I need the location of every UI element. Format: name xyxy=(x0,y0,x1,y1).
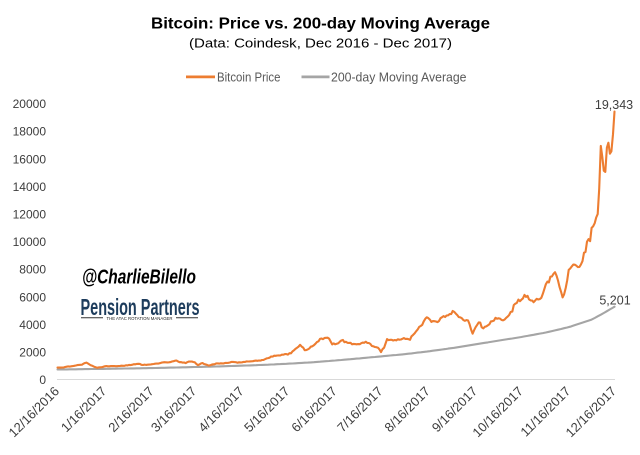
svg-text:4000: 4000 xyxy=(19,318,46,332)
svg-text:2000: 2000 xyxy=(19,346,46,360)
svg-text:Bitcoin Price: Bitcoin Price xyxy=(217,70,281,85)
svg-text:8000: 8000 xyxy=(19,263,46,277)
svg-text:6000: 6000 xyxy=(19,290,46,304)
svg-text:12000: 12000 xyxy=(13,208,47,222)
svg-text:@CharlieBilello: @CharlieBilello xyxy=(82,267,196,289)
svg-text:5,201: 5,201 xyxy=(599,294,630,308)
svg-text:200-day Moving Average: 200-day Moving Average xyxy=(331,70,467,85)
svg-text:Pension Partners: Pension Partners xyxy=(81,294,200,320)
svg-text:20000: 20000 xyxy=(13,97,47,111)
svg-text:18000: 18000 xyxy=(13,125,47,139)
svg-text:Bitcoin: Price vs. 200-day Mov: Bitcoin: Price vs. 200-day Moving Averag… xyxy=(151,15,490,32)
svg-text:0: 0 xyxy=(39,373,46,387)
svg-text:THE ATAC ROTATION MANAGER: THE ATAC ROTATION MANAGER xyxy=(107,316,173,322)
svg-text:14000: 14000 xyxy=(13,180,47,194)
svg-text:16000: 16000 xyxy=(13,152,47,166)
svg-text:10000: 10000 xyxy=(13,235,47,249)
svg-text:19,343: 19,343 xyxy=(595,98,633,112)
svg-text:(Data: Coindesk, Dec 2016 - De: (Data: Coindesk, Dec 2016 - Dec 2017) xyxy=(189,36,452,50)
